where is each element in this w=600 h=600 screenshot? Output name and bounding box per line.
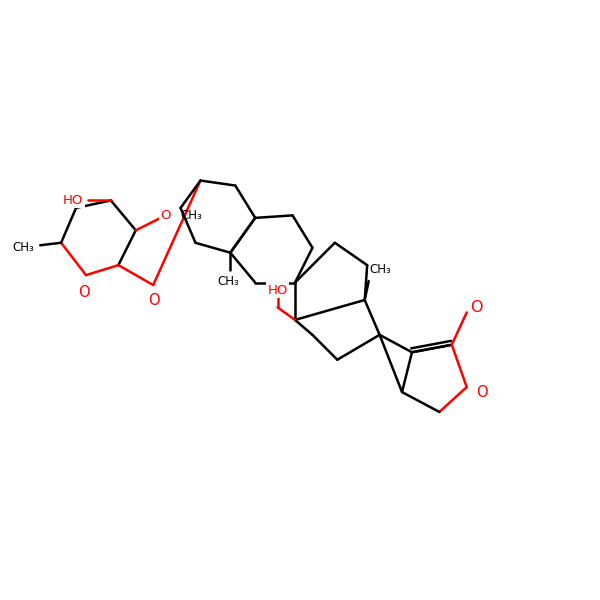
Text: O: O <box>476 385 487 400</box>
Text: CH₃: CH₃ <box>370 263 391 276</box>
Text: CH₃: CH₃ <box>217 275 239 288</box>
Text: O: O <box>77 285 89 300</box>
Text: HO: HO <box>63 194 83 207</box>
Text: O: O <box>470 300 483 315</box>
Text: CH₃: CH₃ <box>12 241 34 254</box>
Text: O: O <box>148 293 160 308</box>
Text: HO: HO <box>268 284 288 296</box>
Text: CH₃: CH₃ <box>181 209 202 222</box>
Text: O: O <box>160 209 171 222</box>
